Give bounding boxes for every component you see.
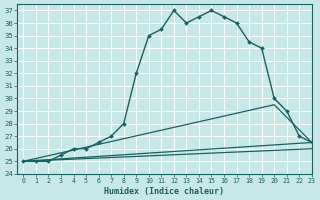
X-axis label: Humidex (Indice chaleur): Humidex (Indice chaleur) [104, 187, 224, 196]
